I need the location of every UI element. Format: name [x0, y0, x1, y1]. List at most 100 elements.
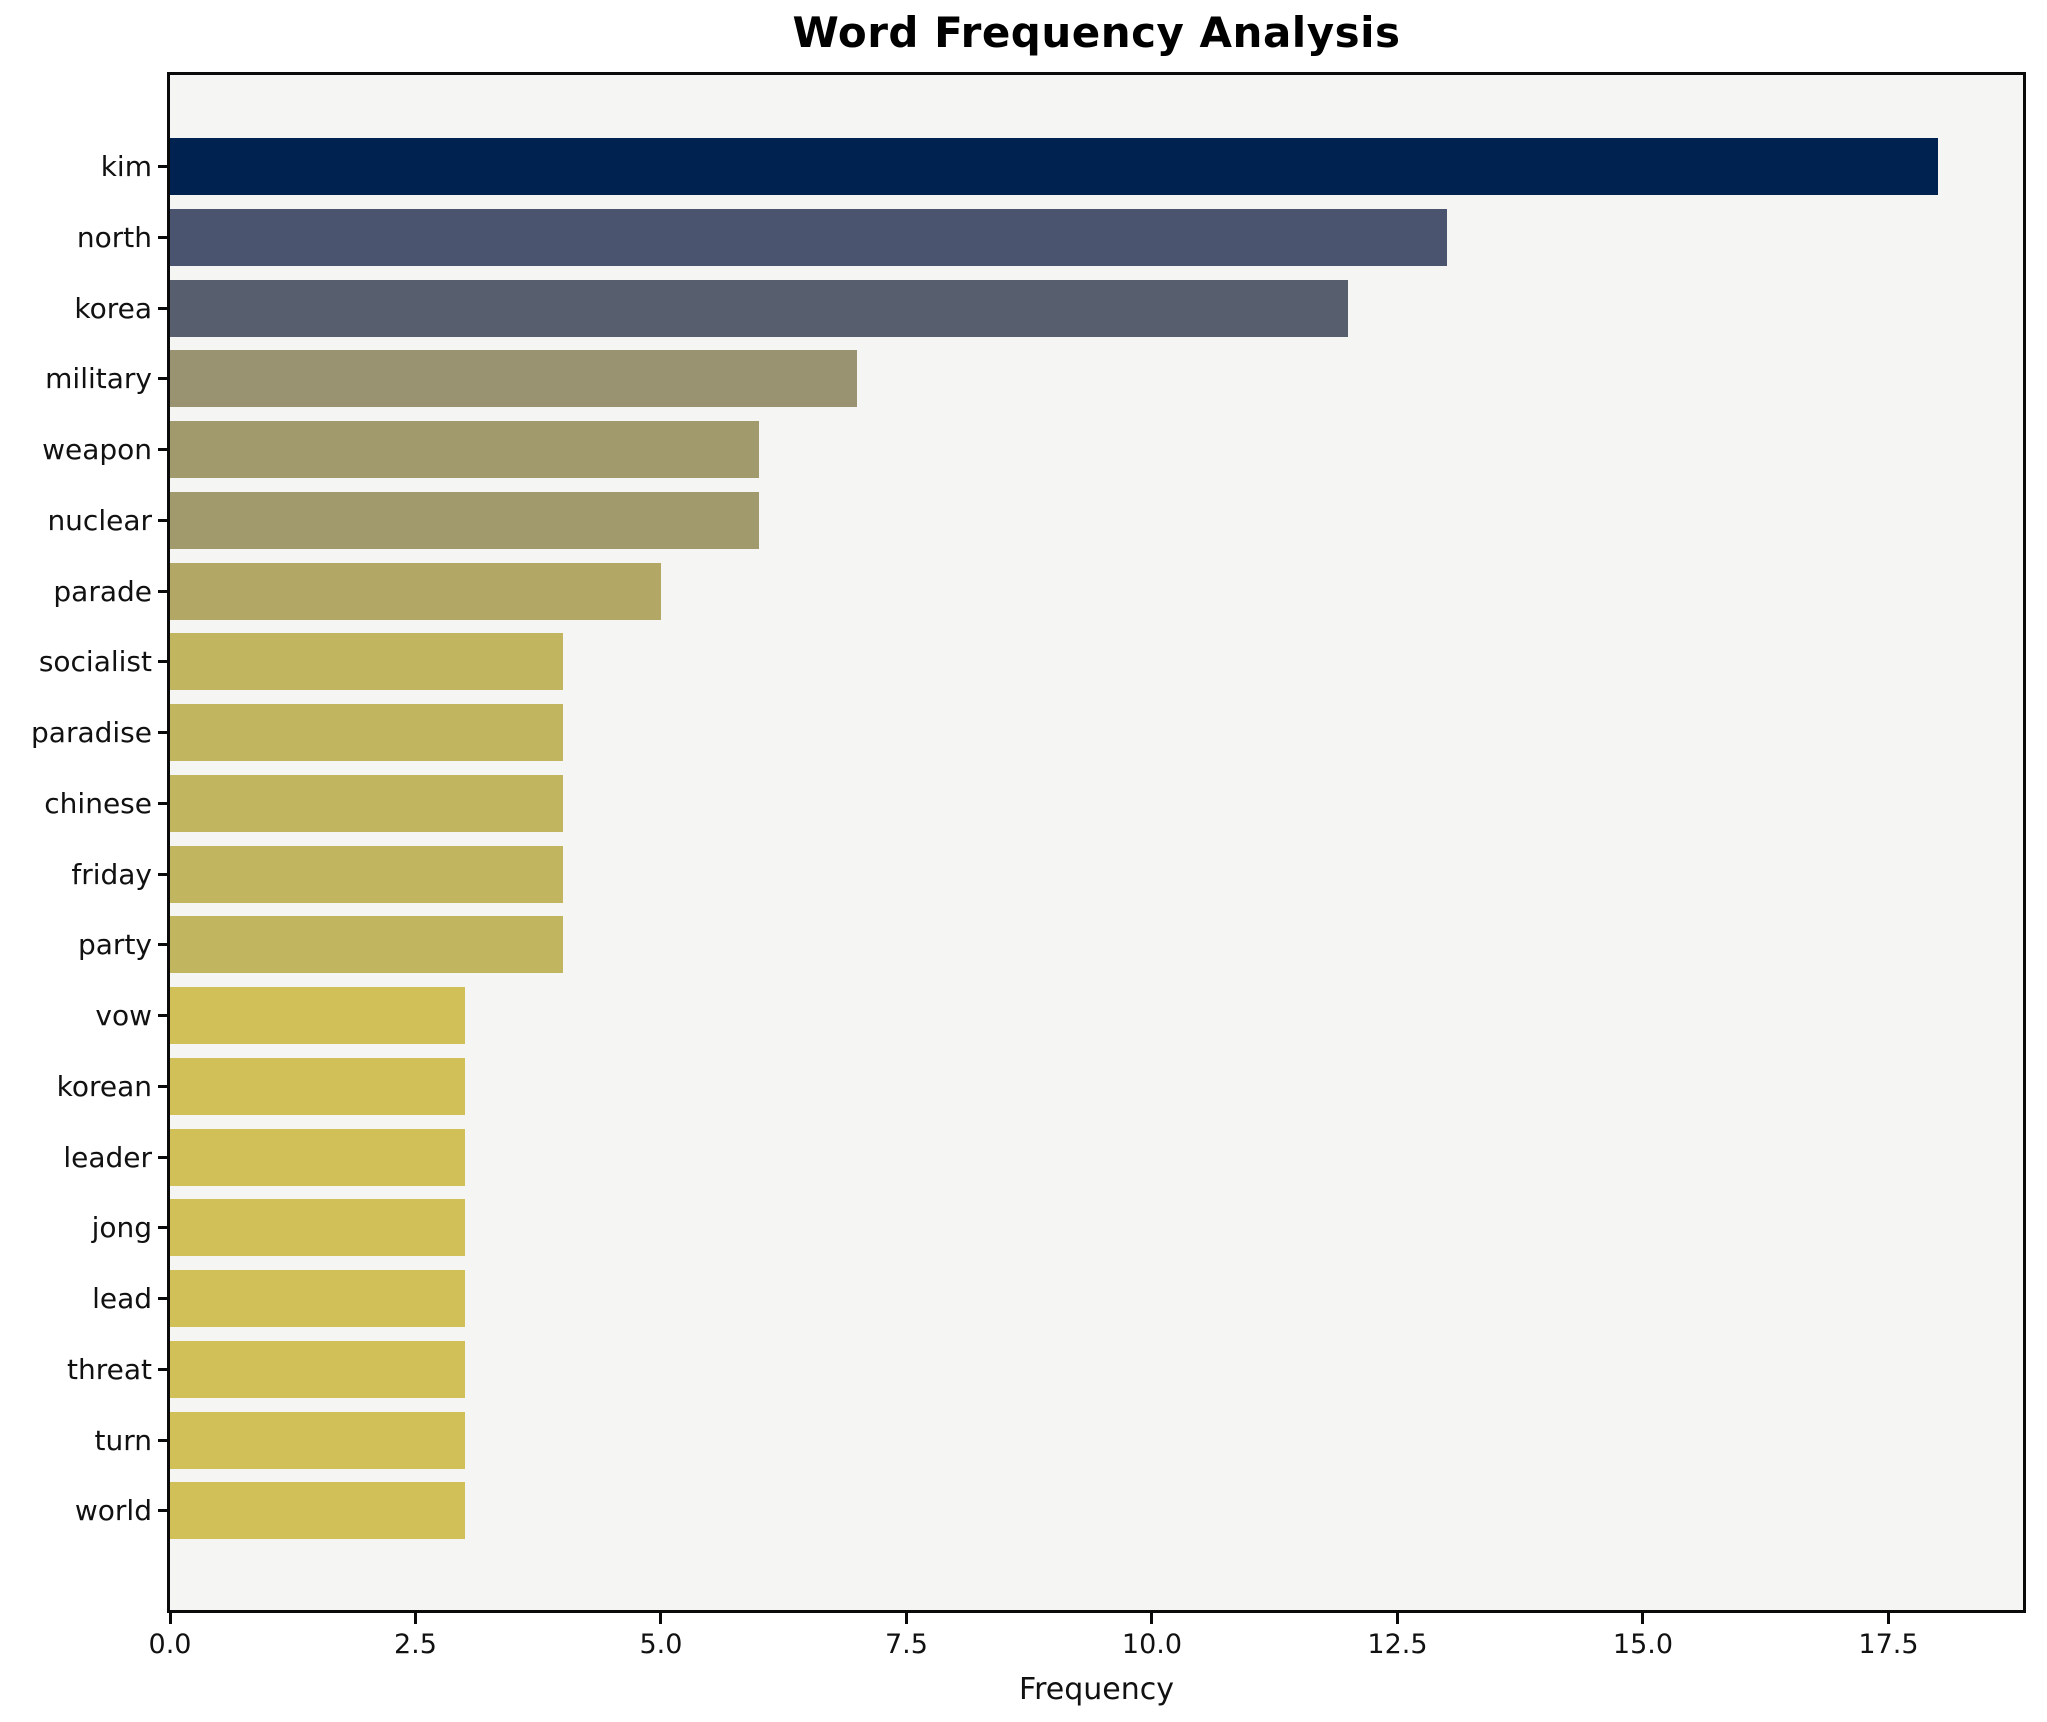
- bar: [170, 279, 1349, 337]
- bar: [170, 1270, 465, 1327]
- y-tick-mark: [158, 235, 167, 239]
- y-tick-mark: [158, 518, 167, 522]
- y-tick-mark: [158, 1084, 167, 1088]
- y-tick-mark: [158, 943, 167, 947]
- bar: [170, 1340, 465, 1398]
- chart-title: Word Frequency Analysis: [792, 8, 1401, 57]
- bar-row: chinese: [44, 774, 2023, 832]
- bar-row: party: [78, 916, 2023, 974]
- y-tick-label: lead: [92, 1282, 152, 1315]
- y-tick-label: north: [76, 220, 152, 254]
- bar: [170, 916, 563, 974]
- bar: [170, 1199, 465, 1257]
- bar: [170, 1128, 465, 1186]
- y-tick-label: turn: [94, 1423, 153, 1457]
- bar-row: nuclear: [47, 491, 2023, 549]
- bar-row: parade: [53, 562, 2023, 620]
- x-tick-label: 7.5: [885, 1629, 928, 1660]
- bars-container: kim north korea military weapon nuclear parade…: [31, 75, 2023, 1610]
- y-tick-label: kim: [100, 150, 152, 183]
- x-tick-label: 12.5: [1367, 1629, 1428, 1660]
- bar: [170, 845, 563, 903]
- bar-row: friday: [71, 845, 2023, 903]
- y-tick-mark: [158, 1155, 167, 1159]
- y-tick-mark: [158, 872, 167, 876]
- y-tick-mark: [158, 306, 167, 310]
- y-tick-label: vow: [95, 999, 152, 1032]
- bar: [170, 562, 661, 620]
- bar-row: paradise: [31, 704, 2023, 761]
- y-tick-label: threat: [67, 1352, 152, 1386]
- y-tick-label: world: [74, 1494, 152, 1528]
- x-tick-mark: [168, 1613, 172, 1624]
- x-tick-mark: [1395, 1613, 1399, 1624]
- y-tick-mark: [158, 660, 167, 664]
- x-tick-label: 2.5: [394, 1629, 437, 1660]
- x-tick-label: 10.0: [1121, 1629, 1183, 1660]
- plot-area: kim north korea military weapon nuclear parade…: [31, 72, 2026, 1613]
- y-tick-mark: [158, 1226, 167, 1230]
- y-tick-label: party: [78, 928, 152, 962]
- bar-row: jong: [92, 1199, 2023, 1257]
- bar-row: korean: [57, 1057, 2023, 1115]
- y-tick-label: friday: [71, 857, 152, 891]
- bar-row: korea: [74, 279, 2023, 337]
- y-tick-label: nuclear: [47, 503, 152, 537]
- y-tick-mark: [158, 801, 167, 805]
- y-tick-label: jong: [91, 1211, 152, 1245]
- bar: [170, 208, 1447, 266]
- x-tick-mark: [659, 1613, 663, 1624]
- x-tick-mark: [413, 1613, 417, 1624]
- y-tick-mark: [158, 165, 167, 168]
- x-axis-label: Frequency: [1019, 1672, 1174, 1707]
- y-tick-mark: [158, 1438, 167, 1442]
- x-tick-mark: [1886, 1613, 1890, 1624]
- x-tick-mark: [1641, 1613, 1645, 1624]
- x-tick-mark: [904, 1613, 908, 1624]
- y-tick-mark: [158, 1014, 167, 1017]
- y-tick-label: leader: [63, 1140, 152, 1174]
- bar: [170, 350, 858, 408]
- bar-row: world: [75, 1482, 2023, 1540]
- y-tick-label: military: [45, 362, 152, 396]
- y-tick-label: korean: [56, 1069, 152, 1103]
- y-tick-label: weapon: [42, 433, 152, 466]
- bar: [170, 138, 1938, 195]
- y-tick-label: korea: [74, 291, 152, 325]
- bar-row: north: [77, 208, 2023, 266]
- bar-row: military: [45, 350, 2023, 408]
- y-tick-label: parade: [53, 574, 152, 608]
- bar-row: lead: [92, 1270, 2023, 1327]
- bar: [170, 1057, 465, 1115]
- bar-row: vow: [95, 987, 2023, 1044]
- y-tick-label: chinese: [44, 786, 152, 820]
- y-tick-label: socialist: [38, 645, 152, 679]
- x-tick-mark: [1150, 1613, 1154, 1624]
- bar: [170, 704, 563, 761]
- y-tick-mark: [158, 1367, 167, 1371]
- bar-row: weapon: [42, 421, 2023, 478]
- x-axis: 0.0 2.5 5.0 7.5 10.0 12.5 15.0 17.5: [149, 1613, 2026, 1683]
- x-tick-label: 5.0: [639, 1629, 683, 1660]
- bar-row: leader: [63, 1128, 2023, 1186]
- bar: [170, 1482, 465, 1540]
- y-tick-mark: [158, 448, 167, 451]
- bar-row: socialist: [39, 633, 2023, 691]
- x-tick-label: 15.0: [1612, 1629, 1674, 1660]
- x-tick-label: 0.0: [148, 1629, 192, 1660]
- y-tick-mark: [158, 377, 167, 381]
- bar-row: kim: [101, 138, 2023, 195]
- bar: [170, 421, 760, 478]
- y-tick-mark: [158, 589, 167, 593]
- bar: [170, 633, 563, 691]
- y-tick-mark: [158, 731, 167, 734]
- y-tick-mark: [158, 1297, 167, 1300]
- bar-row: threat: [67, 1340, 2023, 1398]
- y-tick-label: paradise: [31, 716, 152, 749]
- bar: [170, 491, 760, 549]
- bar: [170, 774, 563, 832]
- bar: [170, 1411, 465, 1469]
- bar: [170, 987, 465, 1044]
- x-tick-label: 17.5: [1858, 1629, 1919, 1660]
